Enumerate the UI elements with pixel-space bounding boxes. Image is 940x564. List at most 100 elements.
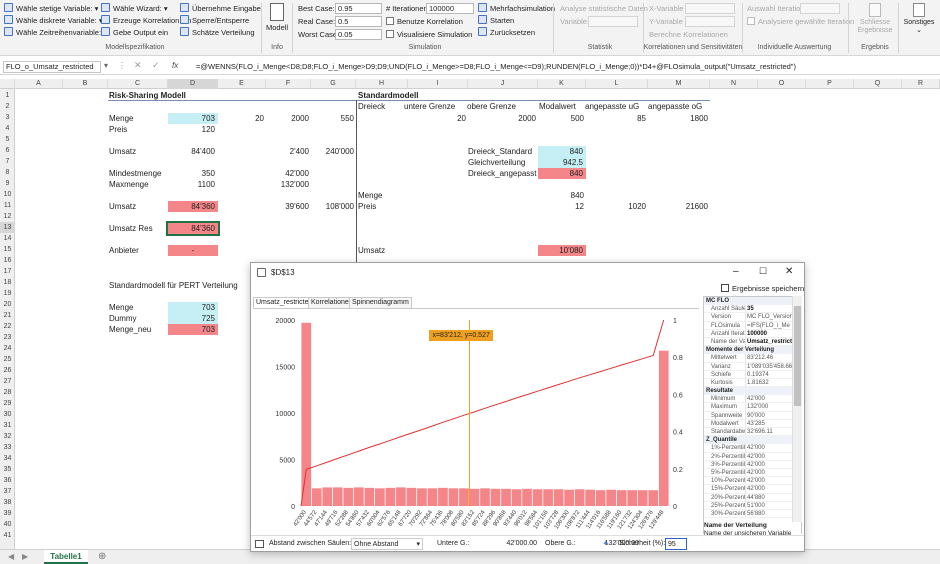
scrollbar[interactable] — [792, 296, 802, 522]
cell-i3[interactable]: 20 — [457, 114, 466, 123]
cell-c1[interactable]: Risk-Sharing Modell — [109, 91, 186, 100]
prev-sheet-icon[interactable]: ◀ — [8, 552, 15, 561]
row-header[interactable]: 12 — [3, 213, 12, 220]
waehle-wizard-button[interactable]: Wähle Wizard: ▾ — [101, 3, 168, 15]
sheet-tab[interactable]: Tabelle1 — [44, 550, 88, 564]
row-header[interactable]: 6 — [5, 147, 10, 154]
sonstiges-button[interactable]: Sonstiges ⌄ — [900, 3, 938, 34]
function-icon[interactable]: fx — [172, 61, 179, 70]
cell-g6[interactable]: 240'000 — [325, 147, 354, 156]
cell-d6[interactable]: 84'400 — [191, 147, 215, 156]
cell-c4[interactable]: Preis — [109, 125, 128, 134]
best-case-input[interactable]: 0.95 — [335, 3, 382, 14]
next-sheet-icon[interactable]: ▶ — [22, 552, 29, 561]
column-header[interactable]: Q — [854, 79, 902, 89]
row-header[interactable]: 3 — [5, 114, 10, 121]
row-header[interactable]: 26 — [3, 367, 12, 374]
modell-button[interactable]: Modell — [266, 3, 288, 32]
cell-d22[interactable]: 703 — [168, 324, 218, 335]
row-header[interactable]: 11 — [3, 202, 12, 209]
cell-c18[interactable]: Standardmodell für PERT Verteilung — [109, 281, 238, 290]
minimize-icon[interactable]: – — [733, 266, 739, 277]
row-header[interactable]: 4 — [5, 125, 10, 132]
row-header[interactable]: 36 — [3, 477, 12, 484]
tab-umsatz-restricted[interactable]: Umsatz_restricted — [253, 297, 316, 308]
row-header[interactable]: 31 — [3, 422, 12, 429]
erzeuge-korrelation-button[interactable]: Erzeuge Korrelation ein — [101, 15, 191, 27]
cell-j6[interactable]: Dreieck_Standard — [468, 147, 533, 156]
schliesse-ergebnisse-button[interactable]: Schliesse Ergebnisse — [855, 3, 895, 35]
cell-d4[interactable]: 120 — [201, 125, 215, 134]
cell-h2[interactable]: Dreieck — [358, 102, 386, 111]
waehle-diskrete-button[interactable]: Wähle diskrete Variable: ▾ — [4, 15, 103, 27]
row-header[interactable]: 38 — [3, 499, 12, 506]
sperre-button[interactable]: Sperre/Entsperre — [180, 15, 249, 27]
gebe-output-button[interactable]: Gebe Output ein — [101, 27, 168, 39]
berechne-korrelationen-button[interactable]: Berechne Korrelationen — [649, 30, 728, 39]
column-header[interactable]: K — [538, 79, 586, 89]
row-header[interactable]: 40 — [3, 521, 12, 528]
close-icon[interactable]: ✕ — [785, 266, 794, 277]
stats-section-header[interactable]: MC FLO — [704, 297, 801, 306]
row-header[interactable]: 41 — [3, 532, 12, 539]
cell-c8[interactable]: Mindestmenge — [109, 169, 162, 178]
column-header[interactable]: H — [356, 79, 408, 89]
obere-input[interactable]: 132'000.00 — [604, 540, 639, 547]
column-header[interactable]: L — [586, 79, 648, 89]
row-header[interactable]: 27 — [3, 378, 12, 385]
name-box[interactable]: FLO_o_Umsatz_restricted — [3, 61, 101, 73]
cell-d8[interactable]: 350 — [201, 169, 215, 178]
row-header[interactable]: 25 — [3, 356, 12, 363]
schaetze-verteilung-button[interactable]: Schätze Verteilung — [180, 27, 255, 39]
formula-input[interactable]: =@WENNS(FLO_i_Menge<D8;D8;FLO_i_Menge>D9… — [196, 62, 796, 71]
cell-j7[interactable]: Gleichverteilung — [468, 158, 526, 167]
row-header[interactable]: 33 — [3, 444, 12, 451]
row-header[interactable]: 2 — [5, 103, 10, 110]
iterations-input[interactable]: 100000 — [426, 3, 474, 14]
column-header[interactable]: B — [63, 79, 108, 89]
column-header[interactable]: D — [168, 79, 218, 89]
cell-d15[interactable]: - — [168, 245, 218, 256]
cell-l2[interactable]: angepasste uG — [585, 102, 640, 111]
column-header[interactable]: C — [108, 79, 168, 89]
row-header[interactable]: 14 — [3, 235, 12, 242]
row-header[interactable]: 10 — [3, 191, 12, 198]
dialog-titlebar[interactable]: $D$13 – ☐ ✕ — [251, 263, 804, 283]
stats-section-header[interactable]: Z_Quantile — [704, 436, 801, 445]
untere-input[interactable]: 42'000.00 — [506, 540, 537, 547]
cell-c13[interactable]: Umsatz Res — [109, 224, 153, 233]
waehle-stetige-button[interactable]: Wähle stetige Variable: ▾ — [4, 3, 98, 15]
cell-c20[interactable]: Menge — [109, 303, 134, 312]
column-header[interactable]: J — [468, 79, 538, 89]
starten-button[interactable]: Starten — [478, 15, 514, 27]
cell-m11[interactable]: 21600 — [685, 202, 708, 211]
row-header[interactable]: 23 — [3, 334, 12, 341]
tab-spinnendiagramm[interactable]: Spinnendiagramm — [349, 297, 412, 308]
benutze-korrelation-checkbox[interactable]: Benutze Korrelation — [386, 16, 463, 28]
cell-k7[interactable]: 942.5 — [538, 157, 586, 168]
analysiere-iteration-checkbox[interactable]: Analysiere gewählte Iteration — [747, 16, 854, 28]
cell-c22[interactable]: Menge_neu — [109, 325, 152, 334]
y-variable-select[interactable] — [685, 16, 735, 27]
row-header[interactable]: 35 — [3, 466, 12, 473]
x-variable-select[interactable] — [685, 3, 735, 14]
cell-k10[interactable]: 840 — [570, 191, 584, 200]
row-header[interactable]: 22 — [3, 323, 12, 330]
row-header[interactable]: 30 — [3, 411, 12, 418]
row-header[interactable]: 8 — [5, 169, 10, 176]
visualisiere-checkbox[interactable]: Visualisiere Simulation — [386, 29, 472, 41]
cell-c3[interactable]: Menge — [109, 114, 134, 123]
cell-d9[interactable]: 1100 — [197, 180, 215, 189]
variable-select[interactable] — [588, 16, 638, 27]
row-header[interactable]: 37 — [3, 488, 12, 495]
row-header[interactable]: 5 — [5, 136, 10, 143]
cell-c11[interactable]: Umsatz — [109, 202, 137, 211]
add-sheet-icon[interactable]: ⊕ — [98, 551, 107, 562]
name-box-chevron-icon[interactable]: ▾ — [104, 61, 109, 70]
column-header[interactable]: R — [902, 79, 940, 89]
row-header[interactable]: 18 — [3, 279, 12, 286]
column-header[interactable]: G — [311, 79, 356, 89]
row-header[interactable]: 20 — [3, 301, 12, 308]
column-header[interactable]: E — [218, 79, 266, 89]
cell-k8[interactable]: 840 — [538, 168, 586, 179]
